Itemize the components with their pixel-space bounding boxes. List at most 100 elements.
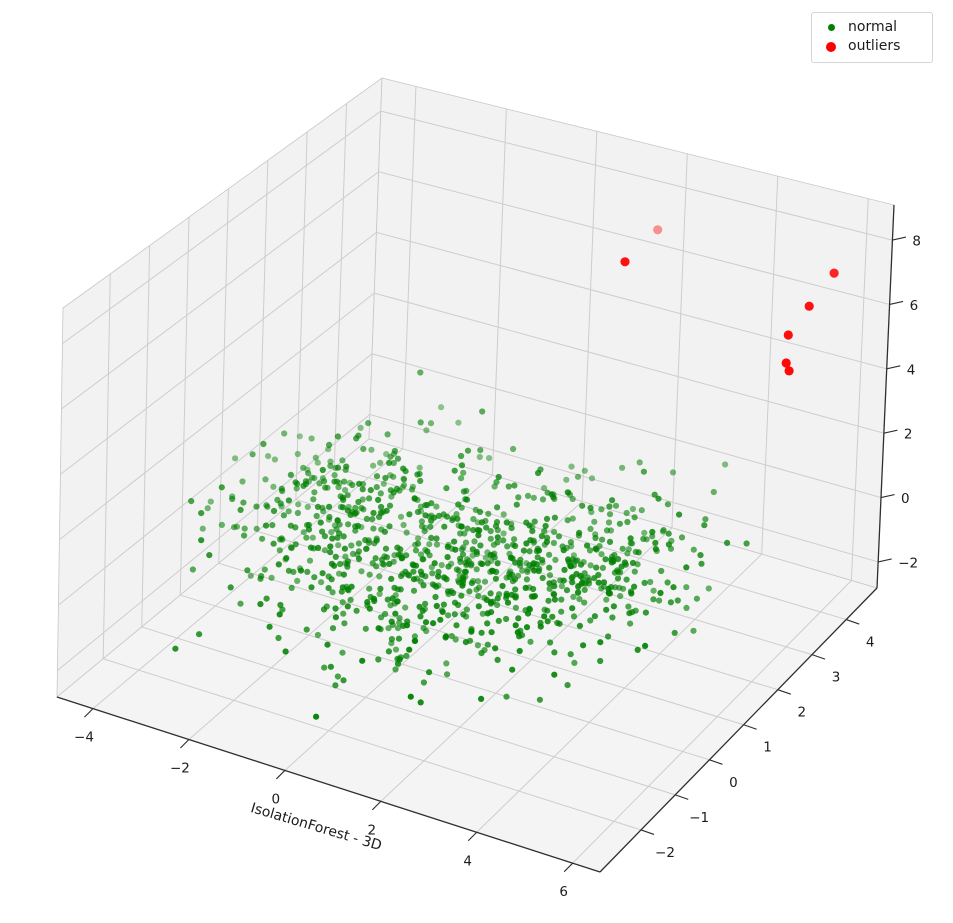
normal-point bbox=[513, 501, 520, 508]
normal-point bbox=[327, 458, 334, 465]
normal-point bbox=[618, 563, 625, 570]
normal-point bbox=[524, 566, 531, 573]
normal-point bbox=[560, 577, 567, 584]
normal-point bbox=[266, 623, 273, 630]
normal-point bbox=[328, 560, 335, 567]
normal-point bbox=[629, 505, 637, 513]
normal-point bbox=[581, 599, 588, 606]
normal-point bbox=[466, 637, 474, 644]
normal-point bbox=[477, 447, 484, 454]
normal-point bbox=[394, 598, 401, 605]
normal-point bbox=[342, 560, 349, 567]
normal-point bbox=[239, 478, 246, 485]
normal-point bbox=[541, 485, 548, 492]
normal-point bbox=[383, 507, 390, 514]
normal-point bbox=[488, 609, 495, 616]
normal-point bbox=[300, 464, 307, 471]
normal-point bbox=[614, 567, 621, 574]
normal-point bbox=[326, 441, 333, 448]
normal-point bbox=[616, 584, 623, 591]
axis-spines bbox=[56, 204, 895, 873]
normal-point bbox=[491, 550, 498, 557]
normal-point bbox=[438, 562, 445, 569]
normal-point bbox=[535, 568, 542, 575]
normal-point bbox=[339, 504, 346, 511]
normal-point bbox=[376, 573, 383, 580]
normal-point bbox=[683, 564, 690, 571]
normal-point bbox=[384, 596, 391, 603]
normal-point bbox=[373, 473, 381, 480]
normal-point bbox=[335, 542, 342, 549]
normal-point bbox=[371, 597, 378, 605]
normal-point bbox=[244, 567, 251, 574]
normal-point bbox=[517, 556, 524, 563]
normal-point bbox=[605, 589, 612, 596]
normal-point bbox=[288, 584, 295, 592]
normal-point bbox=[671, 629, 678, 637]
normal-point bbox=[318, 579, 325, 586]
normal-point bbox=[426, 552, 433, 559]
normal-point bbox=[360, 506, 367, 513]
normal-point bbox=[360, 445, 367, 452]
z-tick-label: 0 bbox=[901, 491, 910, 507]
normal-point bbox=[378, 503, 385, 511]
normal-point bbox=[440, 574, 448, 581]
normal-point bbox=[426, 541, 433, 548]
normal-point bbox=[610, 603, 618, 610]
normal-point bbox=[279, 536, 286, 543]
normal-point bbox=[406, 511, 413, 518]
normal-point bbox=[440, 601, 447, 608]
normal-point bbox=[555, 533, 563, 540]
normal-point bbox=[570, 593, 577, 601]
y-tick-label: 3 bbox=[832, 670, 841, 686]
normal-point bbox=[592, 545, 599, 552]
normal-point bbox=[335, 484, 342, 491]
normal-point bbox=[307, 544, 315, 551]
normal-point bbox=[623, 509, 630, 517]
normal-point bbox=[652, 539, 659, 547]
normal-point bbox=[366, 571, 373, 578]
normal-point bbox=[453, 566, 460, 573]
normal-point bbox=[569, 515, 576, 522]
normal-point bbox=[304, 522, 311, 529]
normal-point bbox=[641, 579, 648, 587]
normal-point bbox=[382, 474, 389, 482]
normal-point bbox=[189, 566, 196, 573]
normal-point bbox=[600, 579, 608, 586]
normal-point bbox=[457, 530, 464, 537]
normal-point bbox=[549, 613, 556, 620]
normal-point bbox=[388, 640, 395, 647]
normal-point bbox=[387, 602, 394, 609]
normal-point bbox=[435, 573, 442, 580]
normal-point bbox=[478, 519, 485, 526]
normal-point bbox=[414, 535, 422, 542]
normal-point bbox=[676, 511, 683, 518]
normal-point bbox=[345, 587, 352, 594]
normal-point bbox=[449, 517, 456, 524]
normal-point bbox=[477, 560, 484, 567]
normal-point bbox=[592, 534, 599, 542]
normal-point bbox=[579, 579, 586, 586]
normal-point bbox=[522, 584, 529, 592]
normal-point bbox=[336, 530, 343, 537]
normal-point bbox=[362, 625, 369, 632]
normal-point bbox=[529, 528, 536, 535]
normal-point bbox=[631, 568, 638, 575]
normal-point bbox=[473, 586, 480, 593]
normal-point bbox=[394, 625, 402, 632]
normal-point bbox=[603, 606, 610, 613]
normal-point bbox=[207, 498, 214, 505]
normal-point bbox=[464, 556, 471, 563]
normal-point bbox=[392, 646, 400, 653]
normal-point bbox=[629, 609, 636, 616]
outlier-point bbox=[620, 257, 630, 267]
normal-point bbox=[285, 508, 292, 515]
normal-point bbox=[410, 576, 418, 583]
normal-point bbox=[591, 613, 599, 620]
normal-point bbox=[198, 509, 205, 517]
normal-point bbox=[403, 652, 410, 660]
outlier-point bbox=[781, 358, 791, 368]
normal-point bbox=[520, 547, 528, 554]
normal-point bbox=[357, 424, 364, 431]
normal-point bbox=[552, 556, 559, 564]
